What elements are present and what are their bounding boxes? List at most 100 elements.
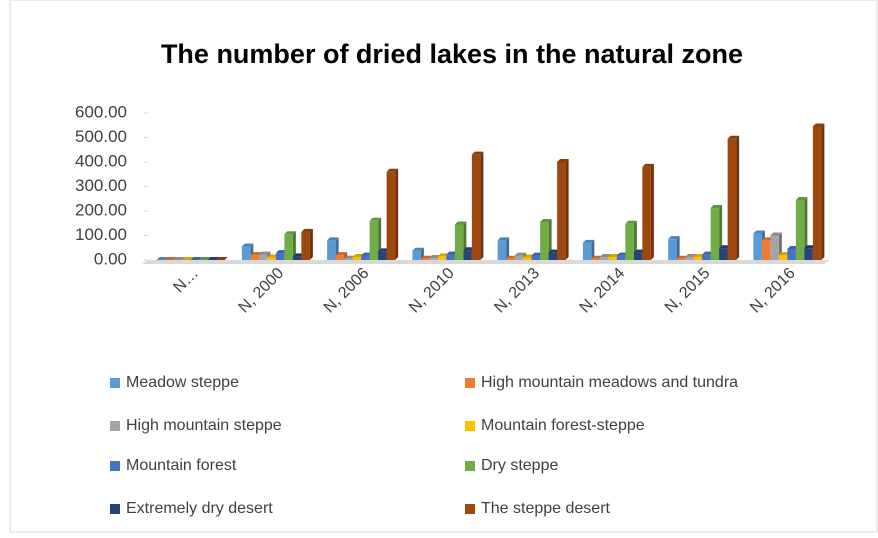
bar-top — [165, 257, 177, 260]
y-tick-label: 400.00 — [75, 151, 127, 170]
legend-swatch — [110, 461, 120, 471]
bar-top — [284, 231, 296, 235]
bar-top — [190, 257, 203, 260]
bar-top — [301, 228, 313, 232]
bar-top — [182, 257, 194, 260]
bar — [727, 138, 737, 260]
legend-label: Dry steppe — [481, 457, 558, 474]
bar-top — [599, 254, 612, 258]
bar-side — [506, 237, 510, 260]
bar-top — [625, 220, 637, 224]
bar — [787, 248, 796, 260]
bar-side — [676, 236, 680, 260]
bar — [258, 254, 268, 260]
bar — [557, 162, 566, 260]
bar-top — [207, 257, 220, 260]
bar-top — [412, 247, 424, 251]
bar — [642, 166, 651, 260]
bar — [267, 257, 276, 260]
bar — [608, 257, 617, 260]
bar — [361, 255, 370, 260]
legend-label: High mountain steppe — [126, 417, 282, 434]
legend-swatch — [465, 504, 475, 514]
bar — [685, 257, 694, 260]
bar-side — [309, 228, 313, 260]
bar — [446, 254, 455, 260]
legend-label: Mountain forest — [126, 457, 237, 474]
bar — [429, 258, 438, 260]
y-tick-label: 500.00 — [75, 127, 127, 146]
bar-top — [753, 230, 765, 234]
bar-top — [156, 257, 169, 260]
bar — [514, 255, 524, 260]
bar-top — [497, 237, 510, 241]
bar-side — [480, 151, 484, 260]
bar-top — [335, 252, 348, 256]
bar — [668, 239, 677, 260]
bar-top — [557, 159, 569, 162]
legend-swatch — [110, 378, 120, 388]
bar-top — [258, 251, 271, 255]
bar — [471, 154, 481, 260]
bar-side — [736, 135, 740, 260]
chart-frame — [9, 0, 878, 533]
bar-top — [795, 196, 808, 200]
legend-swatch — [110, 421, 120, 431]
bar-side — [548, 219, 552, 260]
bar-top — [327, 237, 339, 241]
bar-top — [241, 243, 254, 247]
bar — [812, 126, 822, 260]
bar — [770, 235, 779, 260]
bar-top — [582, 239, 595, 243]
chart-title: The number of dried lakes in the natural… — [161, 39, 743, 69]
bar — [497, 240, 507, 260]
bar-top — [710, 205, 723, 209]
y-tick-label: 200.00 — [75, 200, 127, 219]
bar-top — [250, 252, 262, 256]
bar-top — [471, 151, 484, 155]
bar-top — [727, 135, 740, 139]
bar — [369, 220, 379, 260]
y-tick-label: 0.00 — [94, 249, 127, 268]
bar — [412, 250, 421, 260]
bar-top — [386, 168, 399, 172]
bar-top — [812, 123, 825, 127]
bar — [335, 255, 345, 260]
bar — [327, 240, 336, 260]
bar — [616, 255, 626, 260]
bar-top — [540, 219, 552, 223]
bar — [284, 234, 293, 260]
bar-top — [668, 236, 680, 240]
bar — [702, 254, 711, 260]
bar-side — [591, 239, 595, 260]
y-tick-label: 100.00 — [75, 225, 127, 244]
bar — [676, 258, 686, 260]
bar-side — [650, 163, 654, 260]
bar — [420, 258, 430, 260]
bar-top — [514, 252, 527, 256]
bar — [454, 224, 464, 260]
y-tick-label: 600.00 — [75, 102, 127, 121]
legend-label: Meadow steppe — [126, 374, 239, 391]
bar-side — [565, 159, 569, 260]
bar-top — [454, 221, 467, 225]
bar-side — [821, 123, 825, 260]
bar — [591, 258, 600, 260]
bar — [599, 257, 609, 260]
legend-label: High mountain meadows and tundra — [481, 374, 738, 391]
bar — [523, 257, 532, 260]
bar-side — [804, 196, 808, 260]
bar — [241, 246, 251, 260]
bar — [378, 251, 387, 260]
legend-swatch — [465, 378, 475, 388]
bar — [463, 250, 472, 260]
y-tick-label: 300.00 — [75, 176, 127, 195]
floor — [142, 260, 830, 264]
bar-side — [633, 220, 637, 260]
bar — [352, 257, 362, 260]
bar — [719, 248, 728, 260]
legend-swatch — [465, 421, 475, 431]
bar — [633, 252, 643, 260]
